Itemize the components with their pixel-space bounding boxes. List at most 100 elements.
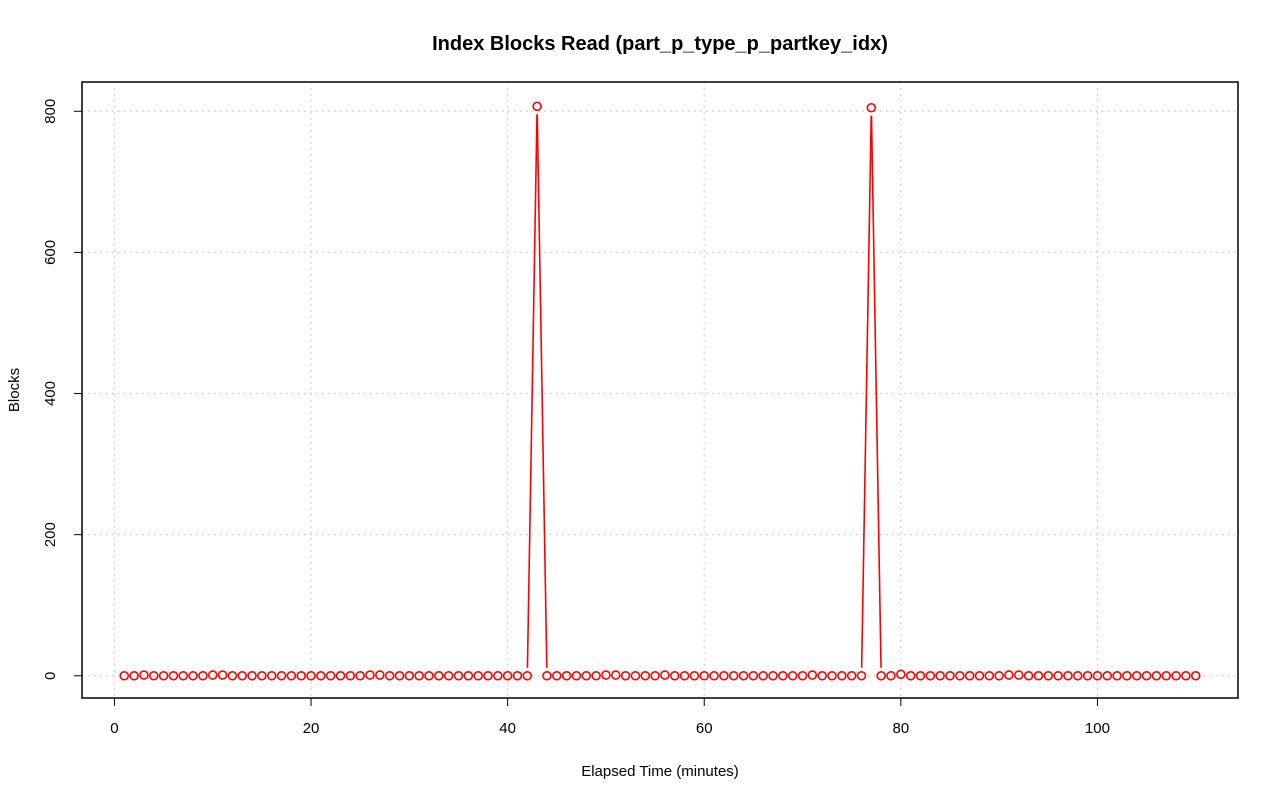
- data-point: [512, 670, 523, 681]
- data-point: [945, 670, 955, 681]
- data-point: [365, 670, 375, 680]
- data-point: [837, 670, 847, 681]
- data-point: [719, 670, 729, 681]
- data-point: [198, 670, 208, 681]
- chart-title: Index Blocks Read (part_p_type_p_partkey…: [432, 33, 888, 55]
- data-point: [925, 670, 936, 681]
- data-point: [905, 670, 916, 681]
- data-point: [817, 670, 827, 681]
- data-point: [139, 670, 149, 680]
- data-point: [728, 670, 739, 681]
- plot-frame: [81, 81, 1239, 699]
- data-point: [699, 670, 710, 681]
- data-point: [276, 670, 287, 681]
- data-point: [601, 670, 611, 680]
- data-point: [827, 670, 837, 681]
- grid-lines: [82, 82, 1238, 698]
- data-point: [689, 670, 700, 681]
- data-point: [453, 670, 464, 681]
- data-point: [660, 670, 670, 680]
- data-point: [846, 670, 857, 681]
- data-point: [532, 101, 542, 112]
- data-point: [1141, 670, 1152, 681]
- series-segment: [860, 115, 873, 668]
- data-point: [237, 670, 248, 681]
- series-segment: [526, 114, 538, 668]
- data-point: [148, 670, 159, 681]
- x-axis: 0 20 40 60 80 100: [110, 697, 1110, 737]
- data-point: [1033, 670, 1044, 681]
- data-point: [1151, 670, 1162, 681]
- data-point: [247, 670, 257, 681]
- data-point: [227, 670, 238, 681]
- data-point: [1013, 670, 1024, 680]
- data-point: [178, 670, 189, 681]
- data-point: [414, 670, 424, 681]
- data-point: [964, 670, 975, 681]
- data-point: [424, 670, 434, 681]
- y-axis-label: Blocks: [6, 368, 23, 412]
- x-tick-label: 40: [499, 720, 516, 737]
- data-point: [483, 670, 493, 681]
- data-point: [1004, 670, 1014, 680]
- data-point: [119, 670, 130, 681]
- data-point: [325, 670, 336, 681]
- data-point: [434, 670, 444, 681]
- data-point: [375, 670, 385, 680]
- data-point: [1092, 670, 1103, 681]
- y-tick-label: 800: [42, 99, 59, 124]
- y-axis: 0 200 400 600 800: [42, 99, 83, 680]
- data-point: [630, 670, 641, 681]
- data-point: [581, 670, 592, 681]
- data-point: [994, 670, 1004, 681]
- x-tick-label: 100: [1085, 720, 1110, 737]
- data-point: [257, 670, 267, 681]
- data-point: [1161, 670, 1172, 681]
- data-point: [522, 670, 533, 681]
- data-point: [473, 670, 483, 681]
- data-point: [778, 670, 788, 681]
- data-point: [807, 670, 818, 680]
- data-point: [610, 670, 621, 680]
- data-point: [571, 670, 582, 681]
- data-point: [709, 670, 719, 681]
- data-point: [591, 670, 601, 681]
- data-point: [679, 670, 690, 681]
- data-point: [168, 670, 179, 681]
- series-segment: [870, 115, 882, 668]
- data-point: [188, 670, 198, 681]
- y-tick-label: 200: [42, 522, 59, 547]
- data-point: [316, 670, 326, 681]
- data-point: [493, 670, 503, 681]
- data-point: [620, 670, 631, 681]
- data-point: [856, 670, 867, 681]
- data-point: [542, 670, 552, 681]
- data-point: [1102, 670, 1113, 681]
- data-point: [640, 670, 651, 681]
- data-point: [935, 670, 945, 681]
- data-point: [866, 102, 877, 113]
- data-point: [335, 670, 346, 681]
- data-point: [158, 670, 169, 681]
- data-point: [345, 670, 356, 681]
- data-point: [955, 670, 965, 681]
- data-point: [404, 670, 415, 681]
- x-tick-label: 80: [892, 720, 909, 737]
- data-point: [974, 670, 985, 681]
- y-tick-label: 0: [42, 672, 59, 680]
- data-point: [502, 670, 513, 681]
- series-layer: [119, 101, 1201, 681]
- x-tick-label: 20: [303, 720, 320, 737]
- data-point: [217, 670, 228, 680]
- data-point: [1171, 670, 1181, 681]
- data-point: [394, 670, 405, 681]
- data-point: [896, 669, 906, 680]
- data-point: [296, 670, 307, 681]
- data-point: [561, 670, 572, 681]
- x-tick-label: 60: [696, 720, 713, 737]
- data-point: [443, 670, 454, 681]
- data-point: [758, 670, 769, 681]
- data-point: [1181, 670, 1191, 681]
- data-point: [1082, 670, 1093, 681]
